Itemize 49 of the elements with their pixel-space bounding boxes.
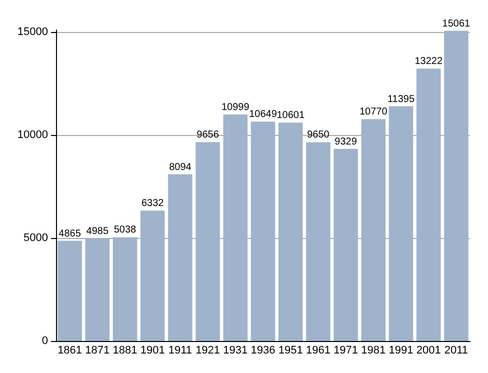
y-tick-label: 0 [42, 335, 48, 347]
x-tick-label: 1871 [85, 344, 110, 356]
y-tick-label: 5000 [24, 232, 48, 244]
bar [278, 122, 303, 341]
data-label: 4865 [58, 228, 82, 240]
x-tick-label: 1981 [361, 344, 386, 356]
data-label: 10999 [221, 102, 250, 113]
x-tick-label: 1971 [334, 344, 358, 356]
data-label: 11395 [387, 94, 415, 105]
x-tick-label: 1881 [112, 344, 138, 356]
x-tick-label: 2011 [444, 344, 468, 356]
data-label: 9329 [334, 136, 358, 148]
data-label: 9656 [196, 130, 220, 141]
x-tick-label: 1901 [140, 344, 165, 356]
data-label: 10649 [249, 109, 278, 120]
bar [444, 30, 468, 341]
bar [334, 148, 358, 341]
y-tick-label: 10000 [17, 129, 48, 142]
data-label: 10601 [276, 110, 305, 122]
data-label: 13222 [414, 56, 443, 68]
bar [112, 237, 138, 341]
bar [223, 114, 248, 341]
bar [196, 142, 220, 341]
x-tick-label: 1911 [168, 344, 192, 356]
x-tick-label: 1991 [388, 344, 414, 356]
data-label: 4985 [86, 226, 109, 237]
bar [416, 68, 441, 341]
data-label: 5038 [114, 224, 137, 236]
bar [306, 142, 330, 341]
data-label: 10770 [359, 106, 388, 118]
x-tick-label: 1921 [196, 344, 220, 356]
bar [85, 238, 110, 341]
x-tick-label: 1861 [58, 344, 82, 356]
x-tick-label: 2001 [416, 344, 441, 356]
bar [140, 210, 165, 341]
x-tick-label: 1931 [223, 344, 248, 356]
data-label: 15061 [442, 18, 471, 30]
y-tick-label: 15000 [17, 26, 48, 38]
data-label: 8094 [169, 162, 192, 173]
data-label: 6332 [141, 198, 164, 210]
x-tick-label: 1951 [278, 344, 303, 356]
bar [58, 240, 82, 341]
data-label: 9650 [307, 130, 330, 141]
x-tick-label: 1936 [250, 344, 276, 356]
bar [388, 106, 414, 341]
bar [168, 174, 192, 341]
x-tick-label: 1961 [306, 344, 330, 356]
bar [361, 119, 386, 341]
bar [250, 122, 276, 341]
